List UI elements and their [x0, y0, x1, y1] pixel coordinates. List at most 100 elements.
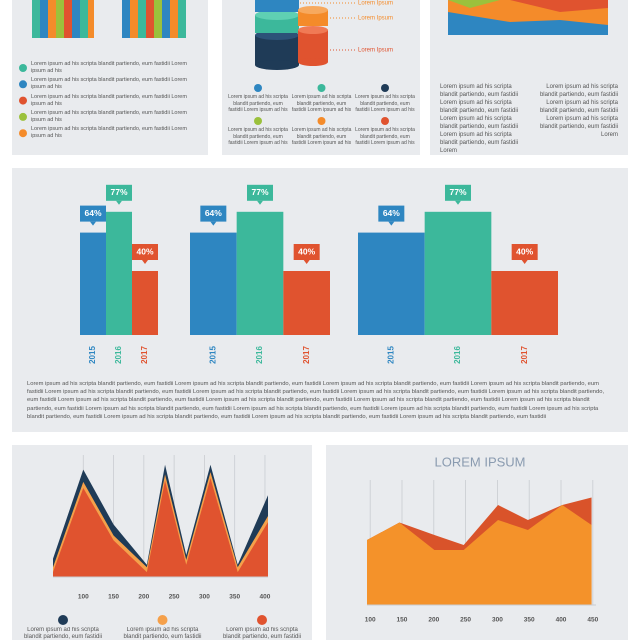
legend-text: Lorem ipsum ad his scripta blandit parti…: [31, 109, 187, 123]
x-tick-label: 400: [556, 617, 567, 624]
item-text: Lorem ipsum ad his scripta blandit parti…: [291, 94, 352, 113]
x-tick-label: 350: [524, 617, 535, 624]
x-tick-label: 300: [199, 594, 210, 601]
category-label: 2017: [140, 346, 149, 364]
x-tick-label: 150: [108, 594, 119, 601]
bar: [358, 232, 425, 335]
label-box: [247, 184, 273, 201]
category-label: 2015: [88, 346, 97, 364]
item-text: Lorem ipsum ad his scripta blandit parti…: [355, 127, 415, 146]
x-tick-label: 300: [492, 617, 503, 624]
label-box: [200, 205, 227, 222]
x-tick-label: 100: [365, 617, 376, 624]
callout-label: Lorem Ipsum: [358, 48, 393, 54]
label-pointer: [303, 260, 310, 264]
label-pointer: [210, 221, 217, 226]
item-dot: [381, 84, 389, 92]
item-dot: [381, 117, 389, 125]
paragraph: Lorem ipsum ad his scripta blandit parti…: [27, 381, 605, 420]
x-tick-label: 150: [397, 617, 408, 624]
item-text: Lorem ipsum ad his scripta blandit parti…: [228, 94, 288, 113]
value-label: 40%: [298, 246, 315, 256]
value-label: 77%: [110, 187, 127, 197]
x-tick-label: 400: [260, 594, 271, 601]
category-label: 2016: [114, 346, 123, 364]
label-pointer: [142, 260, 148, 264]
bar: [236, 211, 284, 335]
bar: [424, 211, 492, 335]
legend-dot: [157, 615, 168, 625]
legend-dot: [19, 80, 27, 89]
legend-dot: [58, 615, 68, 625]
callout-label: Lorem Ipsum: [358, 1, 393, 7]
item-dot: [317, 84, 326, 92]
bar: [283, 271, 330, 335]
value-label: 77%: [449, 187, 466, 197]
label-pointer: [521, 260, 528, 264]
striped-bars: [32, 0, 186, 38]
x-tick-label: 200: [138, 594, 149, 601]
item-text: Lorem ipsum ad his scripta blandit parti…: [355, 94, 415, 113]
value-label: 40%: [516, 246, 533, 256]
legend-text: Lorem ipsum ad his scripta blandit parti…: [123, 627, 202, 640]
category-label: 2015: [386, 346, 395, 364]
category-label: 2017: [520, 346, 529, 364]
label-box: [293, 244, 320, 260]
legend-text: Lorem ipsum ad his scripta blandit parti…: [222, 627, 302, 640]
label-pointer: [455, 200, 461, 205]
chart-title: LOREM IPSUM: [434, 454, 525, 469]
bar: [106, 211, 132, 335]
legend-text: Lorem ipsum ad his scripta blandit parti…: [31, 93, 187, 107]
item-dot: [317, 117, 326, 125]
item-text: Lorem ipsum ad his scripta blandit parti…: [228, 127, 288, 146]
area-decoration: [448, 0, 608, 35]
item-dot: [254, 84, 262, 92]
item-dot: [254, 117, 262, 125]
bar: [80, 232, 106, 335]
legend-text: Lorem ipsum ad his scripta blandit parti…: [23, 627, 103, 640]
bar: [190, 232, 237, 335]
category-label: 2016: [453, 346, 462, 364]
label-box: [132, 244, 158, 260]
value-label: 64%: [205, 208, 222, 218]
legend-dot: [19, 129, 27, 138]
x-tick-label: 250: [169, 594, 180, 601]
legend-text: Lorem ipsum ad his scripta blandit parti…: [31, 126, 187, 140]
column-text: Lorem ipsum ad his scripta blandit parti…: [539, 84, 618, 138]
legend-dot: [19, 64, 27, 72]
value-label: 64%: [383, 208, 400, 218]
label-pointer: [257, 200, 263, 205]
value-label: 64%: [84, 208, 101, 218]
legend-dot: [19, 112, 27, 121]
category-label: 2017: [302, 346, 311, 364]
value-label: 77%: [251, 187, 268, 197]
category-label: 2015: [208, 346, 217, 364]
column-text: Lorem ipsum ad his scripta blandit parti…: [440, 84, 519, 153]
callout-label: Lorem Ipsum: [358, 16, 393, 22]
area: [53, 478, 268, 577]
label-box: [378, 205, 405, 222]
label-pointer: [116, 200, 122, 205]
value-label: 40%: [136, 246, 153, 256]
item-text: Lorem ipsum ad his scripta blandit parti…: [291, 127, 352, 146]
cylinders: [255, 0, 356, 70]
legend-text: Lorem ipsum ad his scripta blandit parti…: [31, 61, 187, 74]
label-pointer: [90, 221, 96, 226]
area: [367, 505, 592, 605]
label-box: [445, 184, 471, 201]
category-label: 2016: [255, 346, 264, 364]
x-tick-label: 250: [460, 617, 471, 624]
label-box: [511, 244, 538, 260]
x-tick-label: 200: [428, 617, 439, 624]
label-pointer: [388, 221, 395, 226]
label-box: [106, 184, 132, 201]
bar: [491, 271, 558, 335]
x-tick-label: 450: [587, 617, 598, 624]
x-tick-label: 100: [78, 594, 89, 601]
legend-dot: [257, 615, 267, 625]
label-box: [80, 205, 106, 222]
legend-text: Lorem ipsum ad his scripta blandit parti…: [31, 77, 187, 91]
legend-dot: [19, 96, 27, 105]
